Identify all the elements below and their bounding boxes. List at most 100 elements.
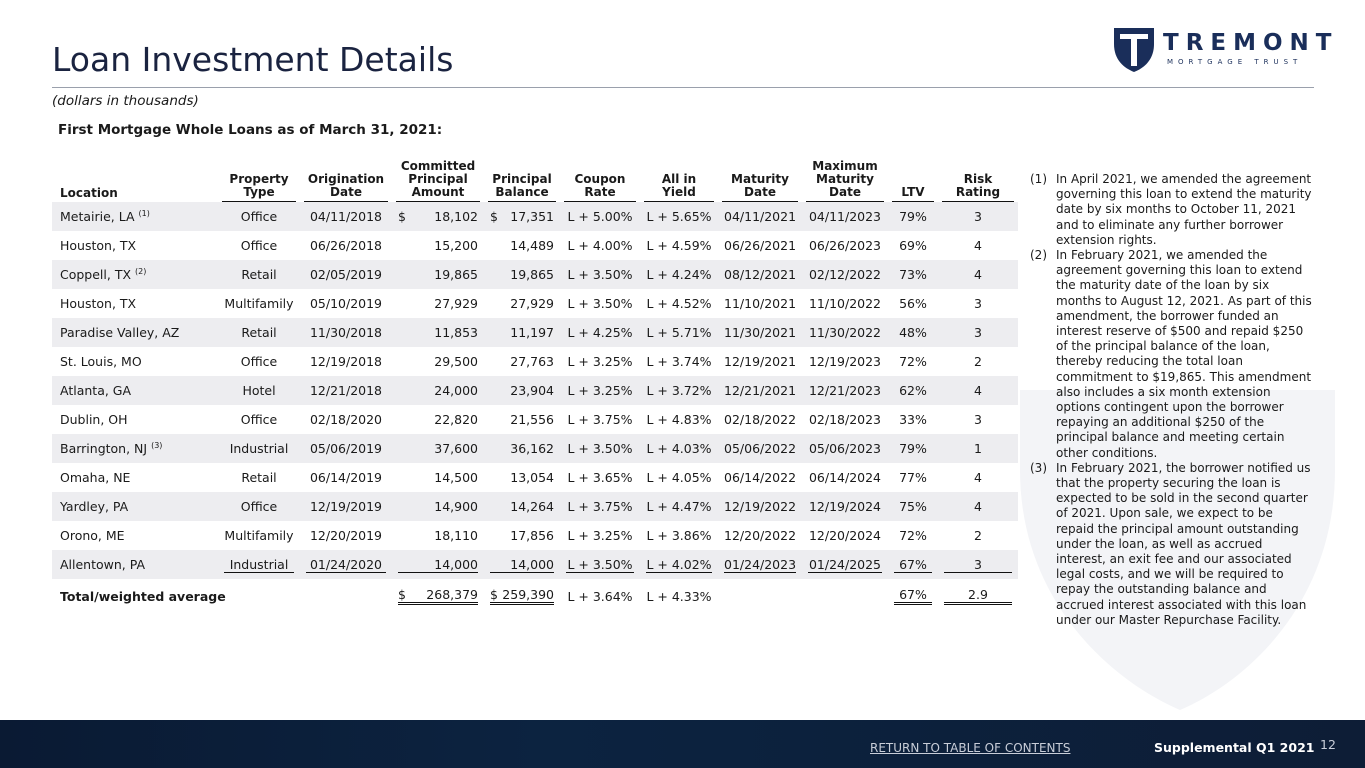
cell-wrap: Retail (241, 267, 276, 282)
cell: 4 (938, 492, 1018, 521)
cell: L + 3.25% (560, 347, 640, 376)
location-text: Allentown, PA (60, 557, 146, 572)
cell-wrap: $268,379 (398, 587, 478, 605)
cell-wrap: 12/20/2024 (809, 528, 881, 543)
cell-text: L + 4.33% (646, 588, 712, 604)
cell-wrap: $259,390 (490, 587, 554, 605)
cell-text: 24,000 (434, 383, 478, 398)
footer-band (0, 720, 1365, 768)
cell: 15,200 (392, 231, 484, 260)
cell: L + 3.65% (560, 463, 640, 492)
cell-text: Multifamily (224, 528, 294, 543)
cell-wrap: 12/19/2024 (809, 499, 881, 514)
cell: Retail (218, 463, 300, 492)
column-header-text: Origination Date (304, 173, 388, 202)
table-row: Houston, TX Multifamily 05/10/2019 27,929 27… (52, 289, 1018, 318)
cell: 11/30/2021 (718, 318, 802, 347)
cell-text: L + 3.75% (567, 499, 633, 514)
location-text: Houston, TX (60, 296, 137, 311)
cell: 12/19/2018 (300, 347, 392, 376)
cell-wrap: 12/21/2023 (809, 383, 881, 398)
cell-wrap: Office (241, 412, 278, 427)
toc-link[interactable]: RETURN TO TABLE OF CONTENTS (870, 741, 1071, 755)
cell-wrap: 12/21/2021 (724, 383, 796, 398)
table-row: Metairie, LA (1) Office 04/11/2018 $18,102 $… (52, 202, 1018, 231)
column-header-text: All in Yield (644, 173, 714, 202)
cell-text: 12/21/2023 (808, 383, 882, 398)
blank (300, 579, 392, 613)
cell: L + 3.50% (560, 260, 640, 289)
table-row: Allentown, PA Industrial 01/24/2020 14,000 1… (52, 550, 1018, 579)
footnote-marker: (2) (1030, 248, 1047, 263)
column-header-text: LTV (892, 186, 934, 202)
total-cell: L + 3.64% (560, 579, 640, 613)
cell-text: 06/14/2022 (724, 470, 797, 485)
cell-text: Hotel (242, 383, 276, 398)
cell-text: L + 4.00% (567, 238, 633, 253)
cell: Retail (218, 318, 300, 347)
cell: L + 3.50% (560, 550, 640, 579)
cell-text: L + 3.50% (567, 556, 633, 572)
cell-text: 67% (899, 556, 927, 572)
cell-text: 12/19/2023 (808, 354, 882, 369)
cell-wrap: 75% (899, 499, 927, 514)
cell-wrap: L + 3.50% (567, 267, 632, 282)
cell-wrap: 22,820 (434, 412, 478, 427)
cell-wrap: 72% (899, 528, 927, 543)
cell-text: L + 5.71% (646, 325, 712, 340)
cell-text: 259,390 (502, 587, 554, 602)
cell: 12/19/2019 (300, 492, 392, 521)
cell-wrap: 19,865 (510, 267, 554, 282)
cell: 01/24/2025 (802, 550, 888, 579)
cell: 1 (938, 434, 1018, 463)
cell-wrap: 02/05/2019 (310, 267, 382, 282)
cell: 4 (938, 231, 1018, 260)
cell-wrap: L + 3.25% (567, 528, 632, 543)
cell: 06/14/2022 (718, 463, 802, 492)
cell-text: 29,500 (434, 354, 478, 369)
cell: 05/06/2022 (718, 434, 802, 463)
total-cell: 2.9 (938, 579, 1018, 613)
cell-wrap: 3 (944, 557, 1012, 573)
cell-text: 13,054 (510, 470, 554, 485)
cell: L + 3.74% (640, 347, 718, 376)
cell-text: 11,197 (510, 325, 554, 340)
footnote-marker: (3) (1030, 460, 1047, 475)
cell: 02/12/2022 (802, 260, 888, 289)
cell-text: 14,500 (434, 470, 478, 485)
cell: L + 3.72% (640, 376, 718, 405)
column-header-text: Maximum Maturity Date (806, 160, 884, 202)
cell-wrap: 21,556 (510, 412, 554, 427)
total-cell: $259,390 (484, 579, 560, 613)
cell-text: 19,865 (510, 267, 554, 282)
cell-wrap: L + 5.65% (646, 209, 711, 224)
cell: 36,162 (484, 434, 560, 463)
cell-wrap: L + 3.75% (567, 412, 632, 427)
cell: 69% (888, 231, 938, 260)
cell-text: 17,351 (510, 209, 554, 224)
cell-text: 06/14/2024 (808, 470, 882, 485)
cell: 11,197 (484, 318, 560, 347)
cell: 12/20/2019 (300, 521, 392, 550)
cell: 14,264 (484, 492, 560, 521)
cell: 3 (938, 289, 1018, 318)
cell: 05/10/2019 (300, 289, 392, 318)
cell-wrap: L + 5.71% (646, 325, 711, 340)
cell-text: L + 3.50% (567, 296, 633, 311)
cell-wrap: 67% (894, 587, 932, 605)
cell-wrap: L + 4.00% (567, 238, 632, 253)
cell-text: 37,600 (434, 441, 478, 456)
cell-wrap: 06/14/2022 (724, 470, 796, 485)
cell-wrap: 4 (974, 238, 982, 253)
cell-wrap: 12/19/2023 (809, 354, 881, 369)
location: Yardley, PA (52, 492, 218, 521)
cell: L + 5.65% (640, 202, 718, 231)
cell: 11/10/2021 (718, 289, 802, 318)
cell-text: 11/10/2021 (724, 296, 797, 311)
table-row: Coppell, TX (2) Retail 02/05/2019 19,865 19,… (52, 260, 1018, 289)
cell-text: 48% (899, 325, 927, 340)
column-header-text: Risk Rating (942, 173, 1014, 202)
cell: L + 3.50% (560, 289, 640, 318)
cell-text: 17,856 (510, 528, 554, 543)
cell-text: L + 3.25% (567, 354, 633, 369)
